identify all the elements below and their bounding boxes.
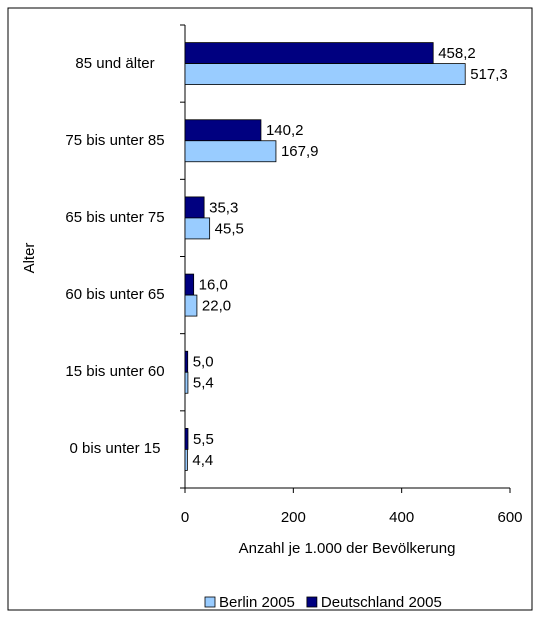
- legend-swatch: [204, 596, 216, 608]
- bar: [184, 63, 466, 85]
- bar: [184, 350, 189, 373]
- value-label: 16,0: [199, 277, 228, 294]
- bar: [184, 42, 434, 64]
- frame: [7, 7, 533, 611]
- x-tick-label: 600: [497, 509, 522, 526]
- value-label: 5,5: [193, 431, 214, 448]
- value-label: 35,3: [209, 199, 238, 216]
- x-tick-label: 0: [181, 509, 189, 526]
- value-label: 517,3: [470, 66, 508, 83]
- bar: [184, 428, 189, 450]
- y-tick-label: 65 bis unter 75: [65, 208, 165, 226]
- legend-label: Deutschland 2005: [321, 594, 442, 611]
- bar: [184, 294, 198, 317]
- y-tick-label: 75 bis unter 85: [65, 131, 165, 149]
- value-label: 167,9: [281, 143, 319, 160]
- value-label: 5,0: [193, 354, 214, 371]
- bar: [184, 449, 188, 471]
- x-tick-label: 400: [389, 509, 414, 526]
- y-tick-label: 60 bis unter 65: [65, 286, 165, 304]
- y-axis-title: Alter: [21, 243, 38, 274]
- bar: [184, 119, 262, 142]
- legend-swatch: [306, 596, 318, 608]
- y-tick-label: 0 bis unter 15: [69, 440, 161, 458]
- y-tick-label: 85 und älter: [75, 54, 155, 72]
- value-label: 22,0: [202, 298, 231, 315]
- value-label: 45,5: [215, 220, 244, 237]
- y-tick-label: 15 bis unter 60: [65, 363, 165, 381]
- bar: [184, 217, 211, 240]
- x-tick-label: 200: [281, 509, 306, 526]
- bar: [184, 140, 277, 163]
- value-label: 5,4: [193, 375, 214, 392]
- x-axis-title: Anzahl je 1.000 der Bevölkerung: [239, 540, 456, 557]
- bar: [184, 273, 195, 296]
- legend-label: Berlin 2005: [219, 594, 295, 611]
- value-label: 458,2: [438, 45, 476, 62]
- bar: [184, 371, 189, 394]
- bar: [184, 196, 205, 219]
- value-label: 4,4: [192, 452, 213, 469]
- value-label: 140,2: [266, 122, 304, 139]
